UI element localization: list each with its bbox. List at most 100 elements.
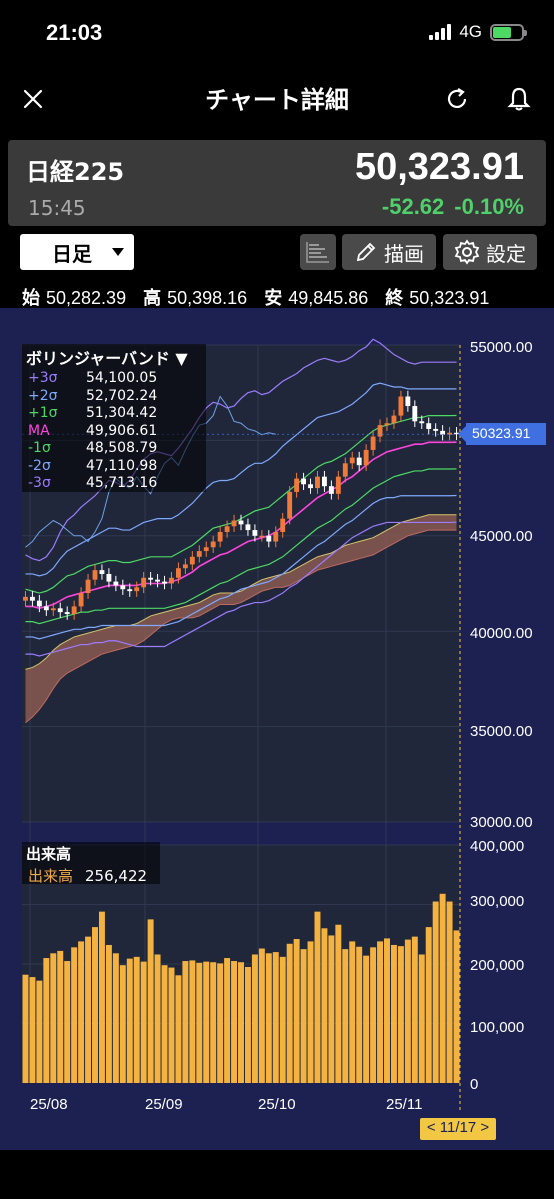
candle-body (426, 423, 432, 429)
instrument-name: 日経225 (26, 158, 125, 186)
candle-body (321, 476, 327, 487)
high-value: 50,398.16 (167, 288, 248, 308)
refresh-icon[interactable] (442, 84, 472, 114)
candle-body (78, 593, 84, 607)
date-cursor[interactable]: < 11/17 > (420, 1118, 496, 1140)
x-tick-label: 25/10 (258, 1096, 296, 1113)
candle-body (57, 608, 63, 613)
bollinger-row-value: 45,713.16 (86, 475, 158, 491)
candle-body (287, 491, 293, 519)
network-label: 4G (459, 22, 482, 41)
candle-body (440, 430, 446, 435)
volume-bar (112, 953, 119, 1083)
candle-body (328, 486, 334, 494)
volume-tick-label: 100,000 (470, 1019, 525, 1036)
candle-body (36, 600, 42, 607)
candle-body (127, 589, 133, 592)
candle-body (224, 526, 230, 532)
cloud-span-b-line (25, 529, 457, 724)
volume-bar (29, 977, 36, 1083)
y-tick-label: 35000.00 (470, 723, 533, 740)
settings-label: 設定 (486, 241, 526, 266)
volume-bar (78, 941, 85, 1083)
bollinger-row-label: -3σ (28, 475, 51, 491)
volume-bar (439, 893, 446, 1083)
current-price: 50,323.91 (354, 146, 524, 188)
bollinger-row-label: MA (28, 422, 50, 439)
candle-body (391, 415, 397, 424)
bollinger-row-value: 47,110.98 (86, 457, 158, 474)
candle-body (99, 570, 105, 574)
volume-value: 256,422 (85, 867, 148, 885)
volume-bar (161, 965, 168, 1083)
candle-body (155, 579, 161, 582)
volume-bar (370, 947, 377, 1083)
candle-body (259, 535, 265, 538)
indicator-list-button[interactable] (300, 234, 336, 270)
bollinger-row-label: +2σ (28, 387, 58, 404)
volume-bar (168, 967, 175, 1083)
volume-bar (411, 936, 418, 1083)
volume-bar (397, 946, 404, 1083)
volume-tick-label: 200,000 (470, 957, 525, 974)
bollinger-row-value: 52,702.24 (86, 387, 158, 404)
quote-time: 15:45 (28, 196, 86, 220)
candle-body (64, 612, 70, 615)
volume-bar (57, 950, 64, 1083)
draw-button[interactable]: 描画 (342, 234, 436, 270)
price-change: -52.62 -0.10% (372, 194, 524, 220)
candle-body (405, 396, 411, 407)
candle-body (189, 556, 195, 565)
chart-area[interactable]: ボリンジャーバンド ▼ +3σ 54,100.05 +2σ 52,702.24 +1σ 5… (0, 308, 554, 1150)
candle-body (217, 531, 223, 542)
x-tick-label: 25/09 (145, 1096, 183, 1113)
band-line-minus3 (25, 521, 457, 657)
volume-bar (154, 954, 161, 1083)
volume-bar (182, 961, 189, 1083)
candle-body (266, 535, 272, 542)
candle-body (50, 608, 56, 611)
band-line-minus1 (25, 468, 457, 625)
candle-body (106, 573, 112, 582)
bell-icon[interactable] (504, 84, 534, 114)
volume-bar (133, 956, 140, 1083)
volume-bar (265, 953, 272, 1083)
bollinger-row: -3σ 45,713.16 (22, 475, 206, 493)
volume-bar (189, 960, 196, 1083)
candle-body (384, 423, 390, 426)
candle-body (175, 568, 181, 578)
pencil-icon (356, 242, 376, 262)
candle-body (245, 524, 251, 531)
volume-bar (307, 941, 314, 1083)
volume-bar (64, 961, 71, 1083)
volume-bar (71, 947, 78, 1083)
bollinger-legend[interactable]: ボリンジャーバンド ▼ +3σ 54,100.05 +2σ 52,702.24 +1σ 5… (22, 344, 206, 492)
band-line-minus2 (25, 494, 457, 640)
volume-bar (321, 928, 328, 1083)
bollinger-row: -1σ 48,508.79 (22, 440, 206, 458)
volume-bar (126, 958, 133, 1083)
band-line-plus3 (25, 338, 457, 562)
volume-bar (390, 944, 397, 1083)
bollinger-row-value: 49,906.61 (86, 422, 158, 439)
volume-bar (119, 965, 126, 1083)
nav-bar: チャート詳細 (0, 70, 554, 130)
period-select[interactable]: 日足 (20, 234, 134, 270)
chevron-down-icon (112, 248, 124, 256)
candle-body (134, 587, 140, 592)
candle-body (315, 476, 320, 489)
volume-bar (279, 956, 286, 1083)
candle-body (377, 425, 383, 437)
candle-body (196, 551, 202, 557)
bollinger-title[interactable]: ボリンジャーバンド ▼ (26, 349, 188, 368)
bar-list-icon (306, 242, 329, 263)
volume-bar (328, 935, 335, 1083)
close-icon[interactable] (18, 84, 48, 114)
volume-bar (50, 953, 57, 1083)
settings-button[interactable]: 設定 (443, 234, 537, 270)
y-tick-label: 40000.00 (470, 625, 533, 642)
open-value: 50,282.39 (46, 288, 127, 308)
volume-bar (224, 958, 231, 1083)
bollinger-row-value: 54,100.05 (86, 370, 158, 386)
bollinger-row-value: 48,508.79 (86, 440, 158, 456)
